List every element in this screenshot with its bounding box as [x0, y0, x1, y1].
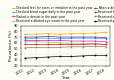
Received foot exam by health professional	[47, 36, 48, 37]
Received influenza vaccination in the past year	[24, 47, 25, 48]
Received foot exam by health professional	[70, 37, 71, 38]
Received pneumococcal vaccination	[93, 55, 95, 56]
Checked feet for sores or irritation in the past year	[93, 33, 95, 34]
Checked blood sugar daily in the past year	[35, 38, 37, 39]
Checked feet for sores or irritation in the past year	[82, 33, 83, 34]
Received pneumococcal vaccination	[58, 56, 60, 57]
Checked blood sugar daily in the past year	[24, 38, 25, 39]
Received foot exam by health professional	[82, 37, 83, 38]
Line: Taken a diabetes self-management class: Taken a diabetes self-management class	[24, 43, 106, 45]
Checked feet for sores or irritation in the past year	[58, 34, 60, 35]
Visited a dentist in the past year	[93, 41, 95, 42]
Checked blood sugar daily in the past year	[47, 38, 48, 39]
Visited a dentist in the past year	[70, 41, 71, 42]
Received a dilated eye exam in the past year	[82, 43, 83, 44]
Checked feet for sores or irritation in the past year	[24, 34, 25, 35]
Received foot exam by health professional	[24, 37, 25, 38]
Taken a diabetes self-management class	[105, 44, 106, 45]
Received pneumococcal vaccination	[82, 55, 83, 56]
Received foot exam by health professional	[35, 37, 37, 38]
Taken a diabetes self-management class	[70, 44, 71, 45]
Taken a diabetes self-management class	[82, 44, 83, 45]
Received pneumococcal vaccination	[70, 56, 71, 57]
Received foot exam by health professional	[105, 37, 106, 38]
Checked feet for sores or irritation in the past year	[105, 32, 106, 33]
Checked blood sugar daily in the past year	[93, 38, 95, 39]
Line: Received foot exam by health professional: Received foot exam by health professiona…	[24, 36, 106, 38]
Received a dilated eye exam in the past year	[47, 42, 48, 43]
Received influenza vaccination in the past year	[58, 47, 60, 48]
Line: Received influenza vaccination in the past year: Received influenza vaccination in the pa…	[24, 46, 106, 48]
Received a dilated eye exam in the past year	[93, 43, 95, 44]
Checked feet for sores or irritation in the past year	[70, 33, 71, 34]
Received foot exam by health professional	[93, 37, 95, 38]
X-axis label: Year: Year	[61, 76, 69, 80]
Line: Received pneumococcal vaccination: Received pneumococcal vaccination	[24, 55, 106, 59]
Received influenza vaccination in the past year	[93, 46, 95, 47]
Line: Visited a dentist in the past year: Visited a dentist in the past year	[24, 40, 106, 42]
Received pneumococcal vaccination	[47, 57, 48, 58]
Taken a diabetes self-management class	[35, 44, 37, 45]
Visited a dentist in the past year	[24, 40, 25, 41]
Received influenza vaccination in the past year	[105, 46, 106, 47]
Received a dilated eye exam in the past year	[70, 43, 71, 44]
Received influenza vaccination in the past year	[82, 46, 83, 47]
Line: Checked blood sugar daily in the past year: Checked blood sugar daily in the past ye…	[24, 38, 106, 39]
Received pneumococcal vaccination	[35, 57, 37, 58]
Received pneumococcal vaccination	[24, 58, 25, 59]
Received influenza vaccination in the past year	[35, 47, 37, 48]
Visited a dentist in the past year	[82, 41, 83, 42]
Received pneumococcal vaccination	[105, 55, 106, 56]
Checked blood sugar daily in the past year	[70, 38, 71, 39]
Received a dilated eye exam in the past year	[35, 41, 37, 42]
Taken a diabetes self-management class	[58, 44, 60, 45]
Visited a dentist in the past year	[105, 41, 106, 42]
Line: Received a dilated eye exam in the past year: Received a dilated eye exam in the past …	[24, 41, 106, 45]
Received a dilated eye exam in the past year	[105, 44, 106, 45]
Checked blood sugar daily in the past year	[82, 38, 83, 39]
Taken a diabetes self-management class	[24, 44, 25, 45]
Received influenza vaccination in the past year	[47, 47, 48, 48]
Checked feet for sores or irritation in the past year	[47, 33, 48, 34]
Received a dilated eye exam in the past year	[58, 42, 60, 43]
Visited a dentist in the past year	[58, 40, 60, 41]
Taken a diabetes self-management class	[93, 43, 95, 44]
Line: Checked feet for sores or irritation in the past year: Checked feet for sores or irritation in …	[24, 32, 106, 35]
Y-axis label: Prevalence (%): Prevalence (%)	[9, 30, 13, 61]
Received a dilated eye exam in the past year	[24, 41, 25, 42]
Received foot exam by health professional	[58, 37, 60, 38]
Received influenza vaccination in the past year	[70, 46, 71, 47]
Checked feet for sores or irritation in the past year	[35, 34, 37, 35]
Checked blood sugar daily in the past year	[105, 38, 106, 39]
Checked blood sugar daily in the past year	[58, 38, 60, 39]
Taken a diabetes self-management class	[47, 44, 48, 45]
Visited a dentist in the past year	[35, 40, 37, 41]
Legend: Checked feet for sores or irritation in the past year, Checked blood sugar daily: Checked feet for sores or irritation in …	[11, 5, 114, 23]
Visited a dentist in the past year	[47, 40, 48, 41]
